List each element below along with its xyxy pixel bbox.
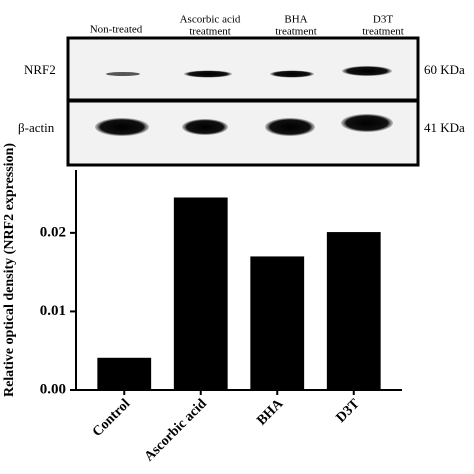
x-tick-label: D3T (334, 396, 364, 426)
protein-label: NRF2 (24, 62, 56, 77)
lane-label: BHA (284, 14, 307, 26)
band (341, 114, 393, 132)
lane-label: treatment (275, 26, 317, 38)
lane-label: treatment (362, 26, 404, 38)
lane-label: Non-treated (90, 24, 143, 36)
band (182, 119, 228, 135)
band (95, 118, 149, 136)
protein-label: β-actin (18, 120, 55, 135)
x-tick-label: BHA (254, 396, 287, 429)
lane-label: treatment (189, 26, 231, 38)
band (184, 70, 232, 78)
size-label: 41 KDa (424, 120, 465, 135)
size-label: 60 KDa (424, 62, 465, 77)
band (106, 72, 140, 76)
y-tick-label: 0.01 (40, 303, 66, 319)
blot: Non-treated Ascorbic acid treatment BHA … (18, 14, 465, 167)
band (342, 66, 392, 76)
bar (326, 232, 381, 390)
x-tick-label: Control (90, 396, 134, 440)
bar-chart: Relative optical density (NRF2 expressio… (2, 143, 402, 465)
lane-label: Ascorbic acid (180, 14, 241, 26)
bar (97, 357, 152, 390)
y-tick-label: 0.02 (40, 224, 66, 240)
band (265, 118, 315, 136)
bar (173, 197, 228, 390)
y-axis-label: Relative optical density (NRF2 expressio… (2, 143, 17, 397)
bar (250, 256, 305, 390)
lane-label: D3T (373, 14, 393, 26)
band (270, 70, 314, 78)
y-tick-label: 0.00 (40, 381, 66, 397)
x-tick-label: Ascorbic acid (142, 396, 210, 464)
